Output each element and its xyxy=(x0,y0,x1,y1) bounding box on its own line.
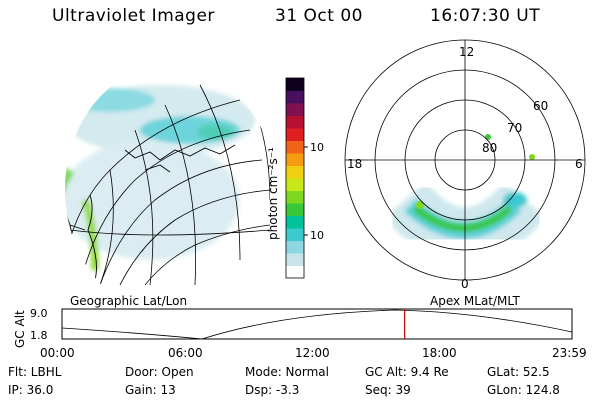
colorbar-segment xyxy=(286,190,304,204)
gain-info: Gain: 13 xyxy=(125,383,176,397)
colorbar-segment xyxy=(286,103,304,116)
seq-info: Seq: 39 xyxy=(365,383,411,397)
timeline-axis-label: GC Alt xyxy=(13,310,27,348)
colorbar-tick-100: 100 xyxy=(310,141,324,154)
ip-info: IP: 36.0 xyxy=(8,383,54,397)
polar-plot: 12 18 6 0 60 70 80 xyxy=(344,39,586,290)
colorbar-segment xyxy=(286,78,304,91)
timeline-xtick-0000: 00:00 xyxy=(40,346,75,360)
timeline-ytick-low: 1.8 xyxy=(30,329,48,342)
timeline-xtick-2359: 23:59 xyxy=(552,346,587,360)
colorbar-segment xyxy=(286,165,304,179)
instrument-title: Ultraviolet Imager xyxy=(52,6,215,26)
colorbar-segment xyxy=(286,115,304,129)
mode-info: Mode: Normal xyxy=(245,365,329,379)
filter-info: Flt: LBHL xyxy=(8,365,62,379)
colorbar-segment xyxy=(286,128,304,141)
timeline-xtick-1800: 18:00 xyxy=(422,346,457,360)
geographic-image xyxy=(65,65,270,285)
colorbar-segment xyxy=(286,265,304,279)
colorbar-segment xyxy=(286,228,304,241)
door-info: Door: Open xyxy=(125,365,194,379)
glon-info: GLon: 124.8 xyxy=(487,383,560,397)
mlt-label-0: 0 xyxy=(461,277,469,290)
lat-label-60: 60 xyxy=(533,99,548,113)
colorbar-segment xyxy=(286,215,304,229)
glat-info: GLat: 52.5 xyxy=(487,365,550,379)
mlt-label-12: 12 xyxy=(459,45,474,59)
mlt-label-6: 6 xyxy=(575,157,583,171)
colorbar-segment xyxy=(286,240,304,254)
colorbar-unit-label: photon cm⁻²s⁻¹ xyxy=(266,147,280,240)
geographic-caption: Geographic Lat/Lon xyxy=(70,294,188,308)
colorbar-tick-10: 10 xyxy=(310,229,324,242)
colorbar-segment xyxy=(286,90,304,104)
colorbar-segment xyxy=(286,140,304,154)
gc-alt-info: GC Alt: 9.4 Re xyxy=(365,365,449,379)
timeline-xtick-1200: 12:00 xyxy=(295,346,330,360)
colorbar-segment xyxy=(286,203,304,216)
date-label: 31 Oct 00 xyxy=(275,6,363,26)
timeline-ytick-high: 9.0 xyxy=(30,307,48,320)
dsp-info: Dsp: -3.3 xyxy=(245,383,300,397)
colorbar-segment xyxy=(286,153,304,166)
time-label: 16:07:30 UT xyxy=(430,6,541,26)
timeline-plot: GC Alt 9.0 1.8 xyxy=(13,307,573,348)
colorbar: 100 10 photon cm⁻²s⁻¹ xyxy=(266,77,324,279)
colorbar-segment xyxy=(286,178,304,191)
lat-label-80: 80 xyxy=(482,141,497,155)
timeline-xtick-0600: 06:00 xyxy=(168,346,203,360)
apex-caption: Apex MLat/MLT xyxy=(430,294,520,308)
lat-label-70: 70 xyxy=(507,121,522,135)
mlt-label-18: 18 xyxy=(347,157,362,171)
colorbar-segment xyxy=(286,253,304,266)
